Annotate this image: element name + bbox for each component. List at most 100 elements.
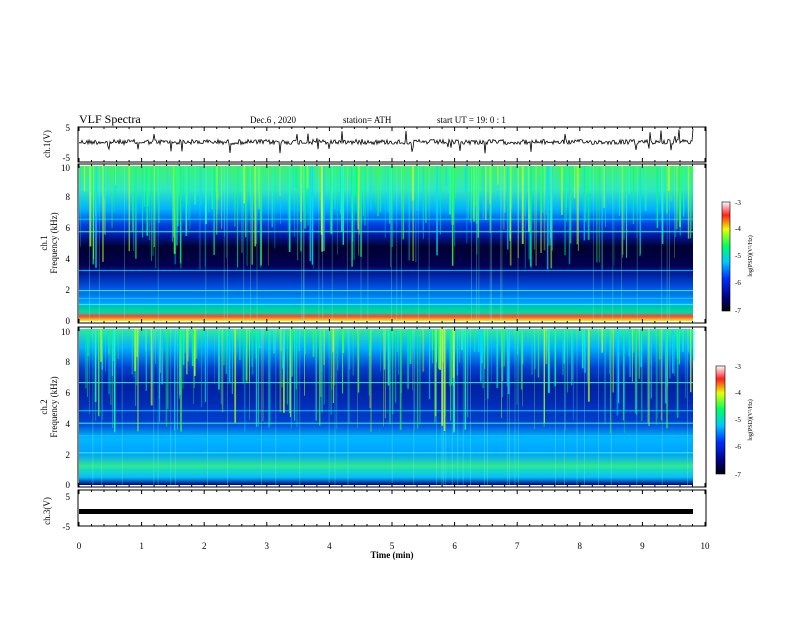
- ch2-sferic: [135, 329, 137, 386]
- ch1-sferic: [453, 166, 454, 225]
- ch1-sferic: [605, 166, 606, 228]
- ch1-sferic: [640, 166, 641, 255]
- ch1-sferic: [569, 166, 572, 244]
- ch1-sferic: [489, 166, 491, 233]
- ch2-sferic: [223, 329, 225, 366]
- ch1-sferic: [565, 166, 567, 208]
- ch2-sferic: [182, 329, 184, 389]
- ch2-sferic: [501, 329, 503, 368]
- ch2-sferic: [155, 329, 156, 364]
- ch1-sferic: [295, 166, 297, 188]
- ch1-sferic: [632, 166, 635, 224]
- ch2-sferic: [180, 329, 182, 432]
- ch2-sferic: [85, 329, 87, 389]
- ch1-sferic: [306, 166, 309, 189]
- ch2-sferic: [648, 329, 650, 426]
- ch2-tone-line: [79, 469, 693, 471]
- ch1-sferic: [666, 166, 668, 214]
- ch2-sferic: [394, 329, 397, 403]
- ch1-sferic: [153, 166, 155, 248]
- ch1-sferic: [363, 166, 364, 217]
- ch1-sferic: [517, 166, 519, 259]
- ch1-voltage-frame: [77, 126, 707, 163]
- ch2-sferic: [587, 329, 590, 402]
- ch2-sferic: [409, 329, 412, 364]
- ch2-sferic: [647, 329, 649, 423]
- ch1-full-sferic: [205, 166, 207, 321]
- ch2-sferic: [297, 329, 300, 351]
- ch2-sferic: [669, 329, 671, 379]
- ch1-spectrogram-background: [79, 166, 693, 321]
- ch2-sferic: [484, 329, 486, 369]
- ch2-colorbar-label: log(PSD)(V²/Hz): [747, 399, 754, 440]
- ch1-sferic: [143, 166, 145, 207]
- ch2-sferic: [145, 329, 147, 391]
- ch1-sferic: [375, 166, 376, 207]
- ch1-sferic: [667, 166, 670, 191]
- ch1-full-sferic: [489, 166, 491, 321]
- ch2-cbar-tick-m6: -6: [735, 443, 741, 451]
- ch2-sferic: [565, 329, 566, 431]
- ch1-sferic: [179, 166, 182, 264]
- ch2-sferic: [369, 329, 371, 409]
- ch1-sferic: [543, 166, 546, 251]
- ch2-sferic: [531, 329, 533, 375]
- ch2-sferic: [289, 329, 292, 418]
- ch1-sferic: [566, 166, 568, 190]
- ch1-sferic: [529, 166, 532, 267]
- ch2-sferic: [342, 329, 344, 394]
- ch2-sferic: [370, 329, 372, 432]
- x-axis-label: Time (min): [370, 550, 413, 560]
- ch2-full-sferic: [436, 329, 437, 485]
- ch1-sferic: [237, 166, 239, 268]
- ch2-sferic: [87, 329, 88, 397]
- ch2-sferic: [280, 329, 282, 352]
- ch1-sferic: [596, 166, 598, 263]
- ch1-sferic: [176, 166, 178, 246]
- ch2-sferic: [445, 329, 446, 417]
- ch2-sferic: [290, 329, 292, 428]
- ch1-sferic: [280, 166, 281, 224]
- ch1-colorbar-label: log(PSD)(V²/Hz): [747, 235, 754, 276]
- ch2-sferic: [249, 329, 250, 420]
- ch1-sferic: [587, 166, 590, 240]
- ch2-sferic: [194, 329, 196, 376]
- ch1-sferic: [387, 166, 389, 213]
- ch1-sferic: [572, 166, 574, 188]
- ch2-sferic: [137, 329, 139, 432]
- ch2-sferic: [234, 329, 237, 423]
- ch1-sferic: [205, 166, 207, 225]
- ch2-sferic: [609, 329, 610, 375]
- ch1-sferic: [200, 166, 202, 205]
- ch1-sferic: [533, 166, 535, 250]
- ch2-sferic: [296, 329, 298, 427]
- ch2-sferic: [108, 329, 110, 395]
- ch1-full-sferic: [592, 166, 594, 321]
- ch2-sferic: [554, 329, 557, 387]
- ch2-sferic: [438, 329, 440, 369]
- ch1-sferic: [568, 166, 570, 265]
- ch2-sferic: [451, 329, 453, 385]
- ch2-sferic: [342, 329, 345, 353]
- ch1-sferic: [113, 166, 115, 213]
- ch2-sferic: [334, 329, 336, 386]
- chart-title: VLF Spectra: [79, 112, 141, 126]
- ch1-full-sferic: [661, 166, 663, 321]
- ch2-full-sferic: [484, 329, 485, 485]
- ch1-sferic: [152, 166, 154, 256]
- ch1-sferic: [464, 166, 467, 193]
- ch1-sferic: [313, 166, 314, 269]
- ch2-sferic: [331, 329, 333, 390]
- ch2-sferic: [269, 329, 271, 425]
- ch2-sferic: [412, 329, 413, 391]
- ch1-sferic: [102, 166, 104, 262]
- ch2-sferic: [562, 329, 564, 375]
- ch1-sferic: [309, 166, 312, 262]
- ch2-sferic: [534, 329, 536, 370]
- ch1-full-sferic: [346, 166, 348, 321]
- ch2-sferic: [242, 329, 244, 384]
- ch1-sferic: [686, 166, 688, 186]
- ch1-colorbar: -3 -4 -5 -6 -7 log(PSD)(V²/Hz): [721, 199, 754, 315]
- ch2-sferic: [543, 329, 545, 424]
- ch2-sferic: [112, 329, 114, 362]
